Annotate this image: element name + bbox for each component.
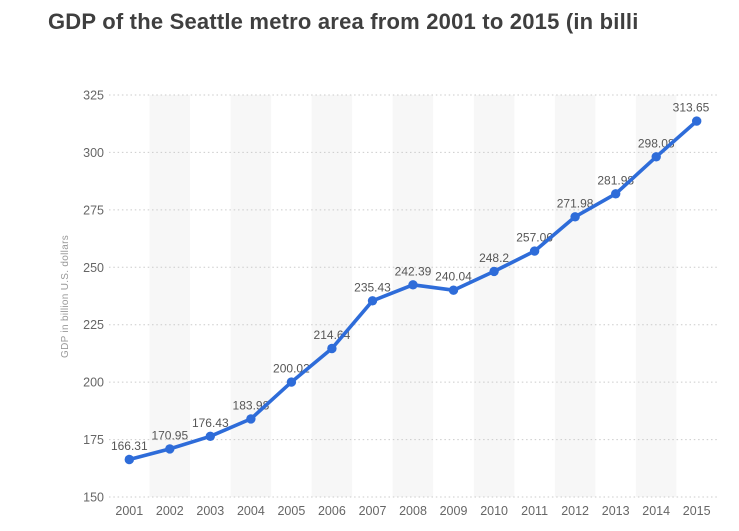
column-band [392, 95, 434, 497]
column-band [311, 95, 353, 497]
y-tick-label: 200 [83, 376, 104, 390]
x-tick-label: 2004 [237, 504, 265, 518]
x-tick-label: 2015 [683, 504, 711, 518]
chart-title: GDP of the Seattle metro area from 2001 … [48, 9, 639, 34]
data-point-label: 176.43 [192, 416, 229, 430]
x-tick-label: 2002 [156, 504, 184, 518]
y-tick-label: 175 [83, 433, 104, 447]
data-point-marker[interactable] [692, 116, 702, 126]
column-band [635, 95, 677, 497]
x-tick-label: 2014 [642, 504, 670, 518]
x-tick-label: 2008 [399, 504, 427, 518]
data-point-label: 240.04 [435, 270, 472, 284]
data-point-marker[interactable] [205, 431, 215, 441]
data-point-label: 166.31 [111, 439, 148, 453]
data-point-label: 313.65 [673, 101, 710, 115]
data-point-label: 235.43 [354, 280, 391, 294]
data-point-label: 170.95 [151, 428, 188, 442]
data-point-marker[interactable] [611, 189, 621, 199]
data-point-marker[interactable] [286, 377, 297, 387]
column-band [149, 95, 190, 497]
y-tick-label: 275 [83, 203, 104, 217]
column-band [230, 95, 272, 497]
x-tick-label: 2007 [359, 504, 387, 518]
x-tick-label: 2006 [318, 504, 346, 518]
data-point-label: 242.39 [395, 264, 432, 278]
data-point-marker[interactable] [367, 296, 378, 306]
y-tick-label: 325 [83, 89, 104, 103]
y-tick-label: 150 [83, 491, 104, 505]
y-tick-label: 300 [83, 146, 104, 160]
data-point-marker[interactable] [489, 266, 499, 277]
data-point-marker[interactable] [408, 280, 418, 290]
x-tick-label: 2010 [480, 504, 508, 518]
x-tick-label: 2001 [115, 504, 143, 518]
data-point-label: 271.98 [557, 196, 594, 210]
data-point-marker[interactable] [246, 414, 256, 424]
data-point-marker[interactable] [124, 454, 134, 465]
x-tick-label: 2005 [277, 504, 305, 518]
column-band [473, 95, 515, 497]
data-point-marker[interactable] [448, 285, 459, 295]
x-tick-label: 2009 [440, 504, 468, 518]
y-tick-label: 225 [83, 318, 104, 332]
data-point-marker[interactable] [165, 444, 175, 454]
column-band [554, 95, 596, 497]
y-tick-label: 250 [83, 261, 104, 275]
data-point-marker[interactable] [570, 212, 580, 222]
data-point-label: 257.06 [516, 231, 553, 245]
x-tick-label: 2003 [196, 504, 224, 518]
x-tick-label: 2011 [521, 504, 548, 518]
data-point-marker[interactable] [327, 343, 337, 354]
data-point-marker[interactable] [651, 152, 661, 162]
data-point-label: 248.2 [479, 251, 509, 265]
x-tick-label: 2012 [561, 504, 589, 518]
x-tick-label: 2013 [602, 504, 630, 518]
data-point-marker[interactable] [529, 246, 540, 256]
